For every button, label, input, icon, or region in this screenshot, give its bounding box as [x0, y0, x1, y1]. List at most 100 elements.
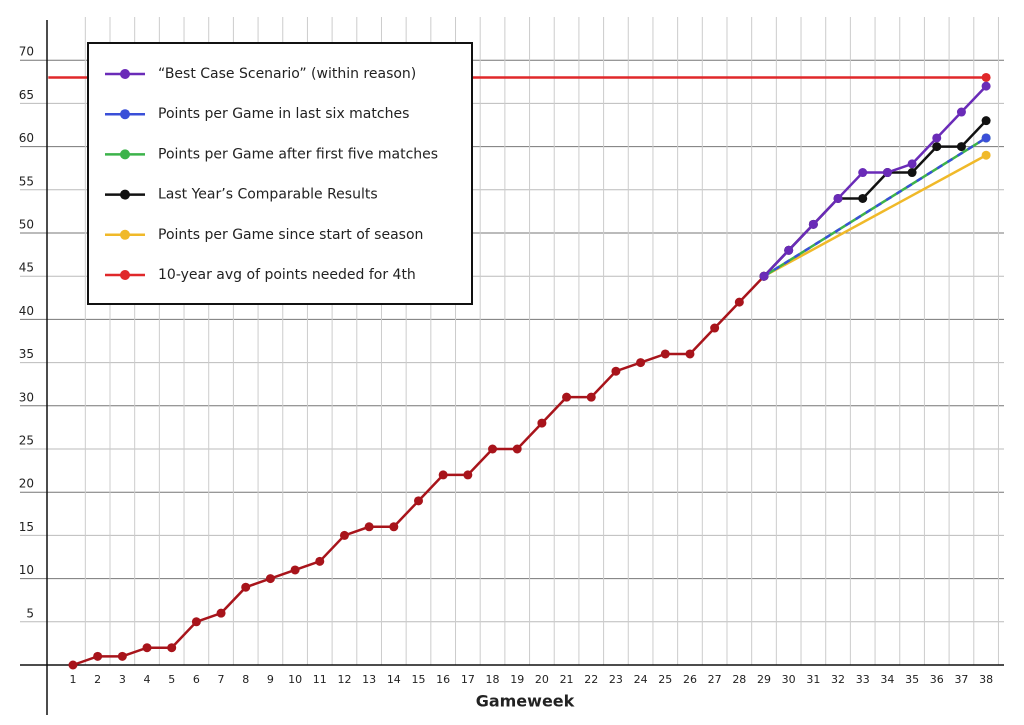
y-tick-label: 45: [19, 261, 34, 275]
point: [142, 643, 152, 653]
point: [734, 297, 744, 307]
y-tick-label: 70: [19, 45, 34, 59]
x-tick-label: 8: [242, 673, 249, 686]
point: [932, 133, 942, 143]
x-tick-label: 30: [782, 673, 796, 686]
legend-marker: [120, 109, 130, 120]
point: [660, 349, 670, 359]
point: [981, 81, 991, 91]
point: [216, 608, 226, 618]
x-tick-label: 2: [94, 673, 101, 686]
x-tick-label: 28: [732, 673, 746, 686]
series-line: [763, 85, 988, 278]
x-tick-label: 29: [757, 673, 771, 686]
point: [117, 651, 127, 661]
x-tick-label: 9: [267, 673, 274, 686]
point: [389, 522, 399, 532]
legend-label: 10-year avg of points needed for 4th: [158, 267, 416, 283]
point: [833, 193, 843, 203]
series-line: [763, 136, 987, 278]
x-tick-label: 34: [880, 673, 894, 686]
point: [981, 133, 991, 143]
y-tick-label: 30: [19, 390, 34, 404]
x-tick-label: 12: [337, 673, 351, 686]
x-tick-label: 27: [708, 673, 722, 686]
point: [956, 107, 966, 117]
x-tick-label: 37: [954, 673, 968, 686]
point: [611, 366, 621, 376]
x-tick-label: 21: [560, 673, 574, 686]
x-tick-label: 5: [168, 673, 175, 686]
legend-label: Last Year’s Comparable Results: [158, 187, 378, 203]
legend-marker: [120, 69, 130, 79]
x-tick-label: 31: [806, 673, 820, 686]
point: [858, 193, 868, 203]
point: [512, 444, 522, 454]
x-tick-label: 1: [69, 673, 76, 686]
point: [364, 522, 374, 532]
x-tick-label: 38: [979, 673, 993, 686]
x-tick-label: 26: [683, 673, 697, 686]
legend-label: Points per Game in last six matches: [158, 106, 409, 122]
point: [586, 392, 596, 402]
point: [191, 617, 201, 627]
x-tick-label: 19: [510, 673, 524, 686]
point: [808, 219, 818, 229]
x-tick-label: 16: [436, 673, 450, 686]
point: [882, 168, 892, 178]
legend-label: Points per Game since start of season: [158, 227, 423, 243]
x-tick-label: 4: [144, 673, 151, 686]
x-tick-label: 22: [584, 673, 598, 686]
point: [907, 159, 917, 169]
x-tick-label: 18: [486, 673, 500, 686]
point: [167, 643, 177, 653]
y-tick-label: 50: [19, 218, 34, 232]
point: [68, 660, 78, 670]
y-tick-label: 65: [19, 88, 34, 102]
x-axis-label: Gameweek: [476, 692, 575, 711]
legend-box: [87, 42, 473, 305]
y-tick-label: 40: [19, 304, 34, 318]
x-tick-label: 23: [609, 673, 623, 686]
legend-marker: [120, 189, 130, 200]
x-tick-label: 33: [856, 673, 870, 686]
plot: [48, 72, 991, 670]
legend-marker: [120, 270, 130, 280]
point: [685, 349, 695, 359]
y-tick-label: 15: [19, 520, 34, 534]
y-tick-label: 35: [19, 347, 34, 361]
y-tick-label: 20: [19, 477, 34, 491]
y-tick-label: 55: [19, 174, 34, 188]
point: [784, 245, 794, 255]
x-tick-label: 13: [362, 673, 376, 686]
y-tick-label: 5: [26, 606, 34, 620]
legend-marker: [120, 149, 130, 160]
legend: “Best Case Scenario” (within reason) Poin…: [105, 66, 438, 283]
point: [265, 574, 275, 584]
point: [907, 168, 917, 178]
point: [241, 582, 251, 592]
x-tick-label: 36: [930, 673, 944, 686]
x-tick-label: 17: [461, 673, 475, 686]
point: [981, 72, 991, 82]
point: [488, 444, 498, 454]
point: [93, 651, 103, 661]
x-tick-label: 3: [119, 673, 126, 686]
x-tick-label: 20: [535, 673, 549, 686]
point: [858, 168, 868, 178]
x-tick-label: 6: [193, 673, 200, 686]
series-line: [763, 154, 987, 278]
point: [636, 358, 646, 368]
x-tick-label: 15: [411, 673, 425, 686]
point: [562, 392, 572, 402]
point: [463, 470, 473, 480]
point: [956, 142, 966, 152]
point: [290, 565, 300, 575]
x-tick-label: 24: [634, 673, 648, 686]
x-tick-label: 11: [313, 673, 327, 686]
point: [315, 556, 325, 566]
series-line: [72, 275, 765, 667]
x-tick-label: 10: [288, 673, 302, 686]
y-tick-label: 10: [19, 563, 34, 577]
